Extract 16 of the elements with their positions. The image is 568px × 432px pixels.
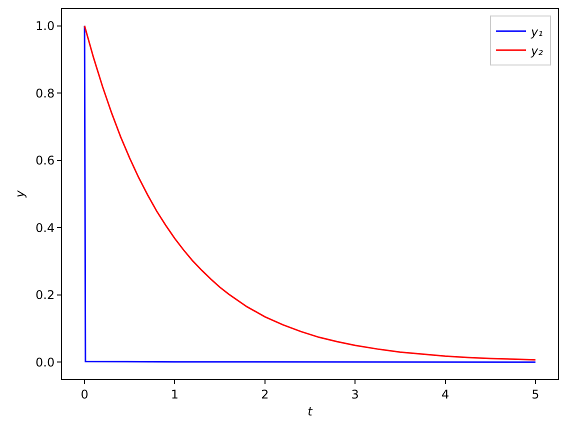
y-tick-label: 0.6 [36,154,55,168]
y-tick-label: 0.2 [36,288,55,302]
x-tick-label: 4 [441,387,450,402]
y-tick-label: 0.0 [36,355,55,370]
x-tick-label: 2 [261,387,269,402]
x-axis-title: t [308,404,314,418]
x-tick-label: 5 [532,387,540,402]
x-tick-label: 3 [351,387,359,402]
y-tick-label: 1.0 [36,19,55,34]
x-tick-label: 0 [80,387,88,402]
x-tick-label: 1 [170,387,179,402]
y-tick-label: 0.8 [36,86,55,100]
y-axis-title: y [12,190,27,199]
legend-label: y₁ [530,24,544,39]
y-tick-label: 0.4 [36,220,55,235]
legend-label: y₂ [530,44,544,58]
